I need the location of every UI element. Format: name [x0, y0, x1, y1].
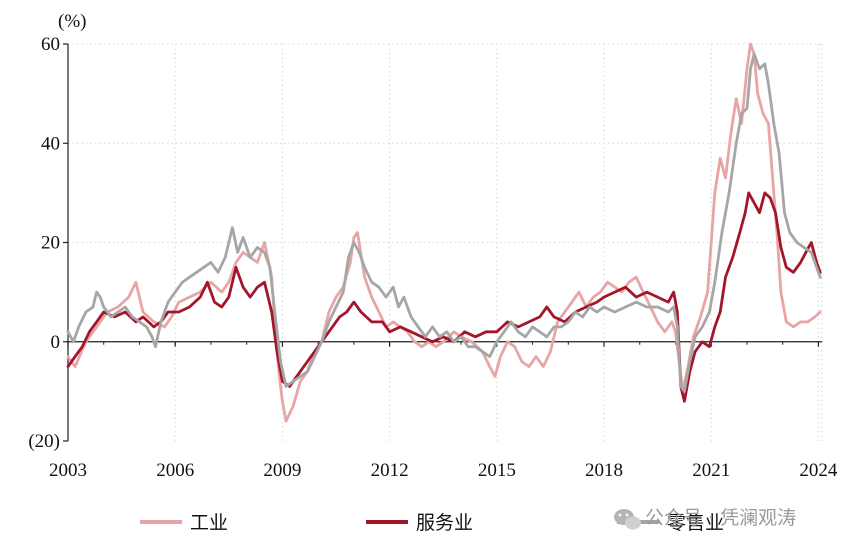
x-tick-labels: 2003 2006 2009 2012 2015 2018 2021 2024: [49, 460, 838, 481]
x-tick-label: 2003: [49, 460, 87, 481]
legend-item-2: 服务业: [366, 512, 473, 534]
x-tick-label: 2015: [478, 460, 516, 481]
wechat-icon: [614, 509, 641, 530]
legend-item-1: 工业: [140, 512, 228, 534]
grid-lines: [67, 43, 823, 441]
y-tick-label: 20: [41, 233, 60, 254]
x-tick-marks: [67, 341, 820, 347]
x-tick-label: 2024: [799, 460, 838, 481]
watermark-text: 公众号 · 凭澜观涛: [645, 507, 796, 529]
series-line-2: [66, 191, 822, 403]
legend-label: 服务业: [416, 512, 473, 534]
x-tick-label: 2018: [585, 460, 623, 481]
y-axis-unit: (%): [58, 11, 86, 32]
y-tick-labels: 60 40 20 0 (20): [28, 34, 60, 452]
watermark: 公众号 · 凭澜观涛: [614, 507, 796, 530]
y-tick-label: (20): [28, 431, 60, 452]
legend-label: 工业: [190, 512, 228, 534]
x-tick-label: 2021: [692, 460, 730, 481]
y-tick-label: 40: [41, 133, 60, 154]
y-tick-label: 0: [51, 332, 61, 353]
x-tick-label: 2006: [156, 460, 194, 481]
x-tick-label: 2012: [371, 460, 409, 481]
x-tick-label: 2009: [263, 460, 301, 481]
series-line-3: [66, 52, 822, 393]
legend-label: 零售业: [667, 512, 724, 534]
y-tick-marks: [63, 43, 68, 442]
series-layer: [66, 42, 822, 423]
series-line-1: [66, 42, 822, 423]
y-tick-label: 60: [41, 34, 60, 55]
